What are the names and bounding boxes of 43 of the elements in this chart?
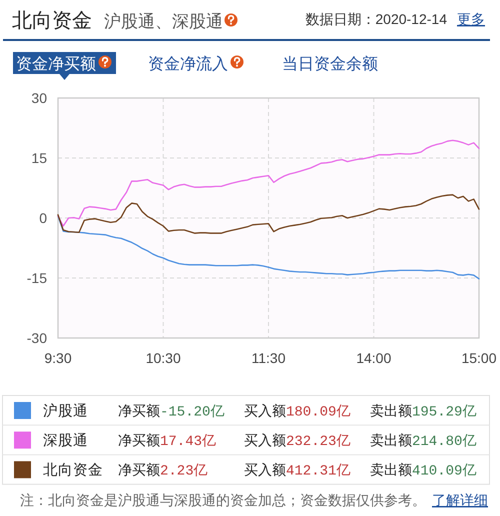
- x-tick-label: 15:00: [461, 350, 497, 366]
- y-tick-label: 30: [31, 90, 48, 106]
- x-tick-label: 9:30: [44, 350, 72, 366]
- text: 净买额: [118, 462, 160, 478]
- text: 卖出额: [370, 462, 412, 478]
- text: 数据日期：2020-12-14: [305, 11, 448, 27]
- line-series: [57, 215, 480, 280]
- chart-title: 北向资金: [12, 10, 92, 32]
- chart-subtitle: 沪股通、深股通: [104, 12, 223, 31]
- y-tick-label: 0: [39, 210, 48, 226]
- y-tick-label: -30: [26, 330, 48, 346]
- text: 资金净买额: [16, 55, 96, 73]
- text: 180.09亿: [286, 404, 350, 420]
- text: 195.29亿: [412, 404, 476, 420]
- x-tick-label: 10:30: [146, 350, 181, 366]
- text: 410.09亿: [412, 464, 476, 480]
- legend-label: 北向资金: [43, 462, 103, 479]
- text: 2.23亿: [160, 464, 208, 480]
- text: -15.20亿: [160, 404, 224, 420]
- text: 买入额: [244, 402, 286, 418]
- line-series: [57, 140, 480, 227]
- text: 17.43亿: [160, 434, 216, 450]
- y-tick-label: -15: [26, 270, 48, 286]
- legend-label: 沪股通: [43, 402, 88, 420]
- x-tick-label: 11:30: [252, 350, 286, 366]
- text: 净买额: [118, 402, 160, 418]
- text: 了解详细: [432, 492, 488, 508]
- line-series: [57, 194, 480, 234]
- text: 买入额: [244, 462, 286, 478]
- text: 买入额: [244, 432, 286, 448]
- text: 卖出额: [370, 432, 412, 448]
- text: 净买额: [118, 432, 160, 448]
- text: 214.80亿: [412, 434, 476, 450]
- text: 资金净流入: [148, 55, 228, 73]
- text: 232.23亿: [286, 434, 350, 450]
- text: 当日资金余额: [282, 55, 378, 73]
- legend-label: 深股通: [43, 432, 88, 450]
- text: 注：北向资金是沪股通与深股通的资金加总；资金数据仅供参考。: [20, 492, 426, 508]
- text: 412.31亿: [286, 464, 350, 480]
- text: 卖出额: [370, 402, 412, 418]
- text: 更多: [457, 11, 485, 27]
- x-tick-label: 14:00: [356, 350, 392, 366]
- y-tick-label: 15: [31, 150, 48, 166]
